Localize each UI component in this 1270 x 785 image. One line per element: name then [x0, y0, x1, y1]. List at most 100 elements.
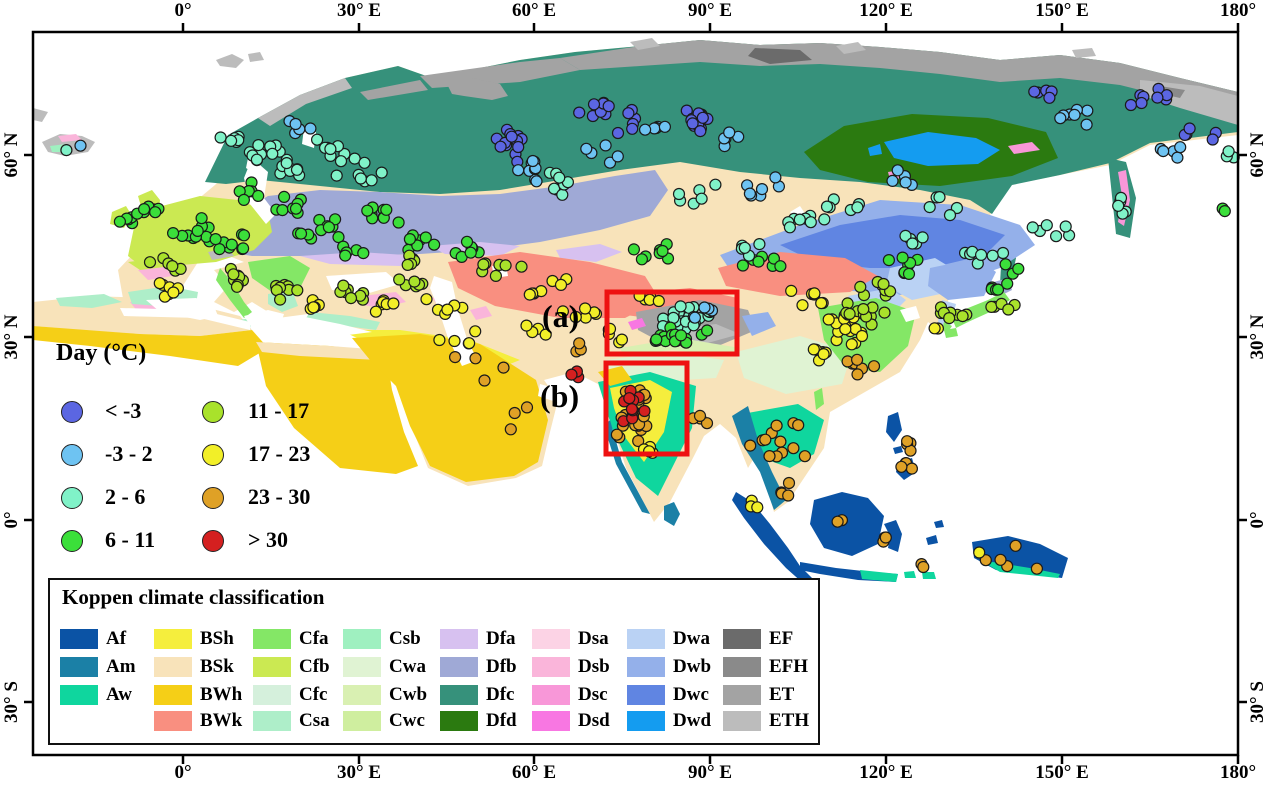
- station-dot: [330, 169, 343, 182]
- station-dot: [1009, 539, 1022, 552]
- station-dot: [460, 235, 474, 248]
- day-legend-label: 2 - 6: [105, 484, 146, 509]
- axis-tick-label: 30° E: [336, 762, 382, 783]
- station-dot: [1183, 122, 1196, 135]
- station-dot: [289, 202, 303, 215]
- koppen-label-Dsb: Dsb: [578, 656, 610, 677]
- station-dot: [478, 374, 491, 387]
- station-dot: [796, 299, 809, 312]
- axis-tick-label: 180°: [1219, 762, 1257, 783]
- station-dot: [652, 294, 665, 308]
- koppen-swatch-Aw: [60, 685, 98, 705]
- axis-tick-label: 0°: [174, 762, 192, 783]
- station-dot: [973, 546, 986, 559]
- station-dot: [408, 275, 421, 288]
- koppen-swatch-Dwd: [627, 711, 665, 731]
- station-dot: [227, 268, 240, 281]
- station-dot: [891, 164, 904, 177]
- station-dot: [696, 111, 709, 124]
- station-dot: [996, 246, 1010, 260]
- station-dot: [512, 164, 525, 177]
- koppen-label-BWk: BWk: [200, 710, 243, 731]
- axis-tick-label: 60° N: [1, 132, 22, 178]
- axis-tick-label: 150° E: [1035, 0, 1089, 21]
- koppen-label-Dwa: Dwa: [673, 628, 710, 649]
- station-dot: [672, 187, 686, 201]
- station-dot: [334, 155, 348, 168]
- station-dot: [1222, 145, 1235, 158]
- station-dot: [845, 338, 858, 351]
- station-dot: [855, 329, 869, 343]
- station-dot: [554, 278, 568, 291]
- koppen-label-Csb: Csb: [389, 628, 421, 649]
- station-dot: [291, 284, 304, 297]
- axis-tick-label: 0°: [174, 0, 192, 21]
- station-dot: [792, 419, 805, 432]
- station-dot: [393, 273, 406, 286]
- koppen-label-ET: ET: [769, 684, 795, 705]
- day-legend-label: -3 - 2: [105, 441, 153, 466]
- station-dot: [1151, 91, 1164, 104]
- station-dot: [463, 337, 476, 350]
- axis-tick-label: 120° E: [859, 0, 913, 21]
- station-dot: [769, 171, 782, 184]
- koppen-label-Cwc: Cwc: [389, 710, 425, 731]
- station-dot: [573, 337, 586, 350]
- station-dot: [632, 434, 645, 448]
- station-dot: [1157, 145, 1170, 158]
- station-dots: [60, 82, 1240, 575]
- station-dot: [365, 174, 378, 187]
- station-dot: [985, 300, 998, 313]
- station-dot: [149, 206, 162, 219]
- koppen-swatch-Dsd: [532, 711, 570, 731]
- koppen-label-Aw: Aw: [106, 684, 133, 705]
- axis-tick-label: 30° N: [1, 314, 22, 360]
- axis-tick-label: 120° E: [859, 762, 913, 783]
- station-dot: [923, 201, 936, 214]
- station-dot: [504, 423, 517, 436]
- station-dot: [603, 156, 617, 169]
- station-dot: [380, 203, 393, 216]
- station-dot: [420, 293, 433, 306]
- koppen-label-Dfd: Dfd: [486, 710, 517, 731]
- station-dot: [401, 258, 414, 271]
- station-dot: [449, 351, 462, 364]
- station-dot: [565, 368, 578, 381]
- station-dot: [700, 417, 714, 430]
- station-dot: [774, 435, 787, 448]
- koppen-label-Cwb: Cwb: [389, 684, 428, 705]
- koppen-swatch-BWh: [154, 685, 192, 705]
- station-dot: [899, 176, 912, 189]
- koppen-label-Cfc: Cfc: [299, 684, 328, 705]
- koppen-label-Dfb: Dfb: [486, 656, 517, 677]
- station-dot: [999, 258, 1012, 271]
- station-dot: [441, 303, 454, 316]
- station-dot: [250, 153, 263, 166]
- station-dot: [818, 213, 831, 226]
- koppen-swatch-BSh: [154, 629, 192, 649]
- station-dot: [520, 401, 534, 414]
- station-dot: [882, 254, 896, 267]
- station-dot: [556, 188, 569, 201]
- koppen-label-Am: Am: [106, 656, 136, 677]
- station-dot: [902, 267, 916, 280]
- station-dot: [807, 343, 820, 356]
- koppen-swatch-Cfb: [253, 657, 291, 677]
- station-dot: [693, 409, 707, 422]
- station-dot: [793, 213, 806, 226]
- koppen-label-Dfc: Dfc: [486, 684, 515, 705]
- station-dot: [782, 476, 796, 490]
- station-dot: [1002, 303, 1015, 316]
- station-dot: [209, 233, 222, 246]
- koppen-label-Cfa: Cfa: [299, 628, 329, 649]
- koppen-swatch-Dsa: [532, 629, 570, 649]
- station-dot: [237, 242, 250, 255]
- day-legend-swatch: [61, 444, 83, 466]
- day-legend-label: 6 - 11: [105, 527, 156, 552]
- station-dot: [357, 247, 370, 260]
- station-dot: [1124, 98, 1138, 112]
- station-dot: [512, 140, 525, 154]
- koppen-label-BSk: BSk: [200, 656, 234, 677]
- koppen-label-Cwa: Cwa: [389, 656, 426, 677]
- station-dot: [74, 139, 87, 152]
